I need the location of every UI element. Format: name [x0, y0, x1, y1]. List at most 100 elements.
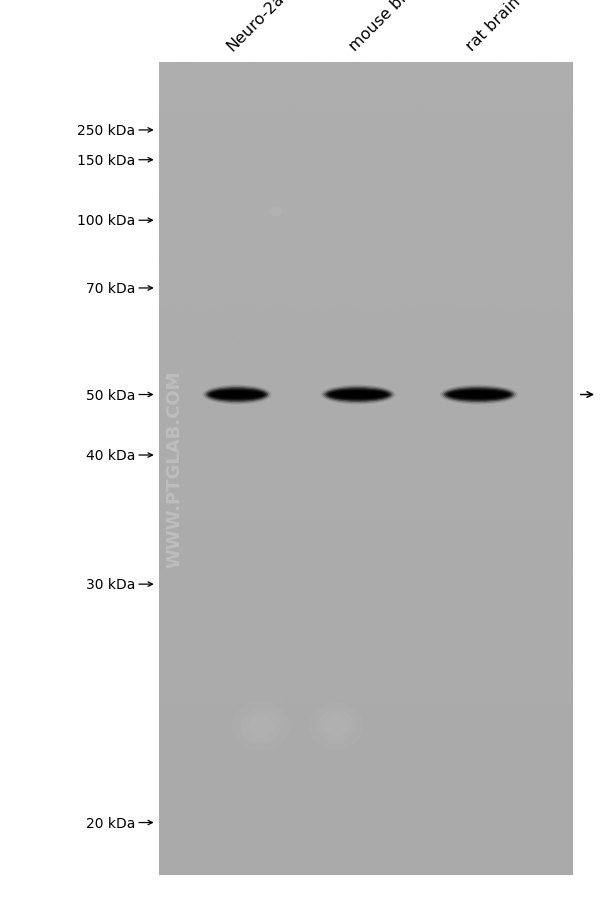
Point — [435, 708, 445, 723]
Point — [521, 480, 531, 494]
Point — [185, 823, 194, 837]
Point — [213, 705, 223, 720]
Point — [416, 483, 425, 498]
Point — [352, 202, 362, 216]
Point — [475, 112, 485, 126]
Point — [319, 627, 328, 641]
Point — [483, 231, 493, 245]
Point — [516, 816, 526, 831]
Point — [353, 183, 362, 198]
Point — [538, 422, 547, 437]
Point — [556, 667, 565, 681]
Point — [359, 717, 368, 732]
Point — [560, 653, 569, 667]
Point — [530, 62, 540, 77]
Point — [440, 698, 449, 713]
Point — [482, 864, 491, 879]
Point — [266, 407, 276, 421]
Point — [346, 704, 356, 719]
Point — [187, 764, 196, 778]
Point — [508, 739, 518, 753]
Point — [239, 291, 249, 306]
Point — [547, 419, 557, 433]
Ellipse shape — [208, 389, 266, 401]
Point — [352, 531, 361, 546]
Point — [181, 121, 191, 135]
Point — [556, 378, 565, 392]
Point — [517, 160, 527, 174]
Point — [290, 483, 299, 498]
Point — [165, 225, 175, 239]
Point — [367, 382, 377, 397]
Point — [388, 334, 397, 348]
Point — [421, 694, 431, 708]
Point — [155, 231, 165, 245]
Point — [463, 805, 473, 819]
Point — [331, 144, 341, 159]
Point — [192, 511, 202, 525]
Point — [475, 781, 484, 796]
Point — [317, 530, 326, 545]
Point — [320, 547, 330, 561]
Point — [187, 414, 196, 428]
Point — [466, 584, 476, 598]
Point — [320, 808, 330, 823]
Point — [352, 283, 361, 298]
Point — [509, 414, 519, 428]
Point — [155, 722, 164, 736]
Point — [341, 674, 350, 688]
Point — [370, 845, 380, 860]
Point — [532, 184, 541, 198]
Point — [242, 299, 252, 313]
Point — [361, 701, 371, 715]
Point — [331, 532, 340, 547]
Point — [425, 436, 434, 450]
Point — [307, 808, 317, 823]
Point — [176, 287, 186, 301]
Point — [200, 846, 209, 861]
Point — [212, 631, 222, 646]
Point — [281, 545, 291, 559]
Point — [525, 461, 535, 475]
Point — [217, 674, 226, 688]
Point — [507, 725, 517, 740]
Point — [457, 231, 467, 245]
Point — [545, 80, 555, 95]
Point — [442, 740, 452, 754]
Point — [547, 689, 556, 704]
Point — [297, 766, 307, 780]
Point — [326, 249, 335, 263]
Point — [443, 119, 453, 133]
Point — [216, 206, 226, 220]
Point — [503, 740, 513, 754]
Point — [332, 776, 342, 790]
Point — [323, 335, 332, 349]
Point — [445, 425, 455, 439]
Point — [160, 269, 170, 283]
Point — [424, 618, 433, 632]
Point — [244, 620, 253, 634]
Point — [347, 547, 357, 561]
Point — [466, 786, 475, 800]
Point — [492, 741, 502, 756]
Point — [486, 320, 496, 335]
Point — [487, 428, 497, 442]
Point — [364, 706, 374, 721]
Point — [226, 348, 235, 363]
Point — [176, 464, 186, 478]
Point — [491, 751, 500, 766]
Point — [531, 590, 541, 604]
Point — [161, 290, 170, 305]
Point — [381, 728, 391, 742]
Point — [272, 157, 282, 171]
Point — [210, 862, 220, 877]
Point — [374, 758, 383, 772]
Point — [524, 634, 534, 649]
Point — [172, 627, 182, 641]
Point — [316, 570, 325, 584]
Point — [407, 261, 416, 275]
Point — [394, 547, 403, 561]
Point — [286, 58, 295, 72]
Point — [170, 826, 180, 841]
Point — [430, 344, 440, 358]
